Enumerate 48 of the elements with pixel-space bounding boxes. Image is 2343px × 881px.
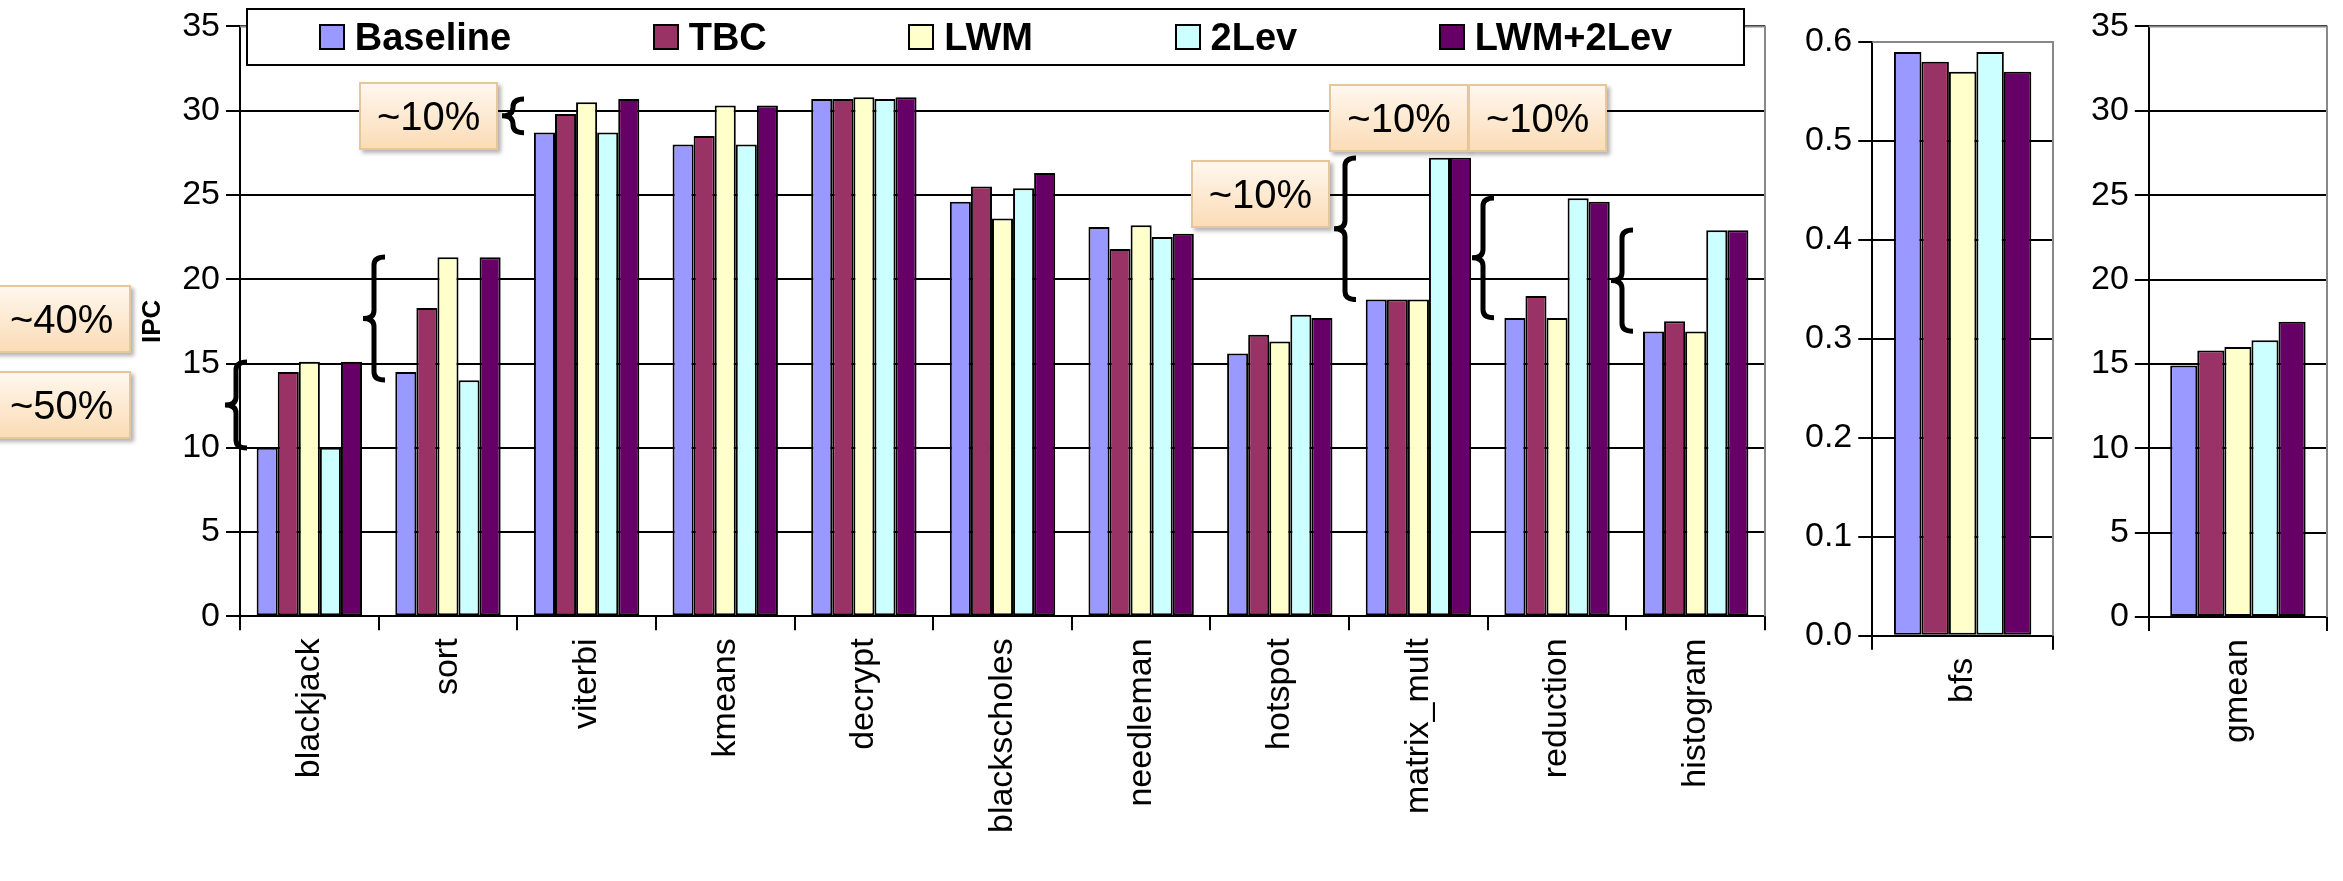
- y-tick-label: 5: [201, 510, 221, 549]
- y-tick-label: 0: [201, 594, 221, 633]
- y-tick-label: 10: [2090, 426, 2129, 465]
- y-tick-label: 10: [182, 426, 221, 465]
- y-tick-label: 15: [182, 341, 221, 380]
- y-tick-label: 0.0: [1805, 614, 1853, 653]
- legend-label: LWM+2Lev: [1474, 15, 1673, 59]
- annotation: ~10%: [358, 81, 499, 150]
- y-tick-label: 35: [182, 4, 221, 43]
- legend-label: LWM: [944, 15, 1033, 59]
- y-tick-label: 0.2: [1805, 416, 1853, 455]
- annotation: ~10%: [1329, 83, 1469, 152]
- x-tick-label: blackscholes: [980, 638, 1019, 833]
- x-tick-label: bfs: [1941, 657, 1980, 703]
- x-tick-label: reduction: [1535, 638, 1574, 779]
- text: ~40%: [0, 284, 132, 353]
- x-tick-label: histogram: [1674, 638, 1713, 788]
- y-tick-label: 30: [182, 89, 221, 128]
- y-tick-label: 20: [182, 257, 221, 296]
- legend-label: 2Lev: [1210, 15, 1298, 59]
- y-tick-label: 0.4: [1805, 218, 1853, 257]
- y-tick-label: 0.5: [1805, 119, 1853, 158]
- x-tick-label: kmeans: [703, 638, 742, 758]
- x-tick-label: gmean: [2216, 639, 2255, 744]
- legend-label: TBC: [688, 15, 767, 59]
- y-tick-label: 30: [2090, 89, 2129, 128]
- x-tick-label: needleman: [1119, 638, 1158, 807]
- x-tick-label: viterbi: [564, 638, 603, 730]
- x-tick-label: hotspot: [1258, 637, 1297, 750]
- y-axis-title: IPC: [135, 299, 166, 344]
- y-tick-label: 25: [2090, 173, 2129, 212]
- y-tick-label: 0: [2109, 595, 2129, 634]
- y-tick-label: 20: [2090, 257, 2129, 296]
- x-tick-label: matrix_mult: [1396, 637, 1435, 815]
- y-tick-label: 15: [2090, 342, 2129, 381]
- x-tick-label: blackjack: [287, 637, 326, 779]
- x-tick-label: decrypt: [842, 637, 881, 750]
- x-tick-label: sort: [426, 637, 465, 696]
- annotation: ~10%: [1468, 83, 1608, 152]
- y-tick-label: 5: [2109, 511, 2129, 550]
- y-tick-label: 0.1: [1805, 515, 1853, 554]
- legend-label: Baseline: [354, 15, 512, 59]
- y-tick-label: 35: [2090, 4, 2129, 43]
- y-tick-label: 25: [182, 173, 221, 212]
- y-tick-label: 0.3: [1805, 317, 1853, 356]
- y-tick-label: 0.6: [1805, 20, 1853, 59]
- text: ~50%: [0, 370, 132, 439]
- annotation: ~10%: [1190, 159, 1331, 228]
